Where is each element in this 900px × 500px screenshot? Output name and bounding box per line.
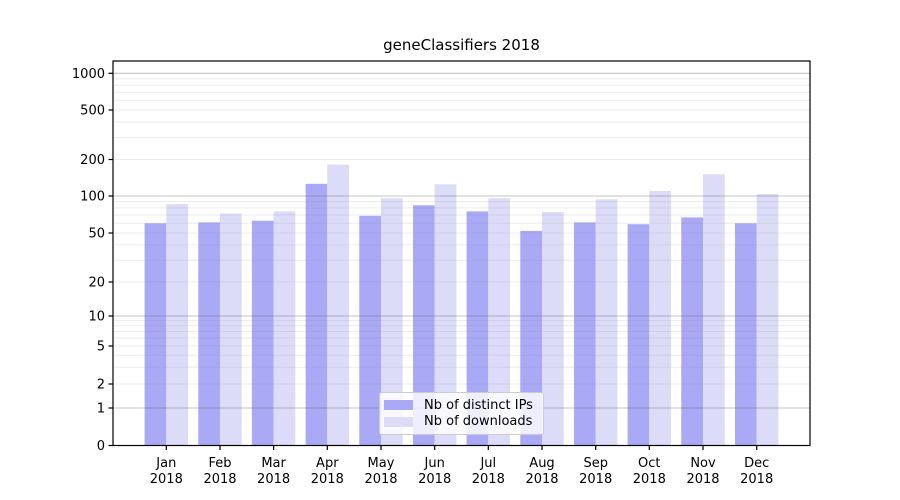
plot-border — [112, 60, 811, 447]
y-axis: 0 1 2 5 10 20 50 100 200 500 1000 — [72, 67, 113, 454]
bar-downloads-dec — [756, 193, 779, 446]
legend: Nb of distinct IPs Nb of downloads — [379, 392, 544, 435]
x-tick-label: Oct 2018 — [633, 456, 666, 487]
y-tick-label: 10 — [88, 310, 105, 325]
bar-distinct-ips-jun — [413, 205, 435, 446]
x-tick-label: Mar 2018 — [257, 456, 290, 487]
legend-swatch-distinct-ips — [384, 400, 413, 411]
x-tick-label: Apr 2018 — [311, 456, 344, 487]
bar-downloads-may — [381, 198, 403, 446]
x-tick-label: Feb 2018 — [203, 456, 236, 487]
bar-downloads-nov — [703, 174, 725, 446]
bar-downloads-mar — [273, 211, 296, 446]
bar-downloads-aug — [542, 212, 564, 446]
bar-distinct-ips-sep — [574, 222, 596, 446]
x-tick-label: Jan 2018 — [150, 456, 183, 487]
legend-swatch-downloads — [384, 416, 413, 427]
bar-distinct-ips-feb — [198, 222, 220, 446]
bar-distinct-ips-aug — [520, 230, 542, 446]
bars-group — [144, 164, 779, 446]
bar-downloads-jul — [488, 198, 510, 446]
x-tick-label: Jun 2018 — [418, 456, 451, 487]
x-tick-label: May 2018 — [364, 456, 397, 487]
y-tick-label: 5 — [97, 340, 105, 355]
legend-item-downloads: Nb of downloads — [384, 414, 537, 431]
bar-distinct-ips-mar — [251, 220, 274, 446]
x-tick-label: Jul 2018 — [472, 456, 505, 487]
bar-distinct-ips-dec — [735, 223, 757, 446]
legend-item-distinct-ips: Nb of distinct IPs — [384, 397, 537, 414]
y-tick-label: 20 — [88, 276, 105, 291]
x-axis: Jan 2018 Feb 2018 Mar 2018 Apr 2018 May 2018 Jun 20… — [150, 445, 773, 487]
x-tick-label: Aug 2018 — [525, 456, 558, 487]
bar-distinct-ips-nov — [681, 217, 703, 446]
bar-downloads-jan — [166, 204, 188, 446]
legend-label-downloads: Nb of downloads — [424, 414, 533, 430]
bar-distinct-ips-apr — [305, 183, 328, 446]
bar-distinct-ips-jul — [466, 211, 489, 446]
y-tick-label: 1 — [97, 402, 105, 417]
legend-label-distinct-ips: Nb of distinct IPs — [424, 397, 533, 413]
bar-downloads-sep — [595, 199, 618, 446]
y-tick-label: 100 — [80, 190, 105, 205]
bar-downloads-oct — [649, 191, 671, 446]
y-gridlines — [113, 72, 810, 409]
bar-downloads-apr — [327, 164, 349, 446]
bar-distinct-ips-oct — [627, 224, 650, 446]
y-tick-label: 2 — [97, 378, 105, 393]
x-tick-label: Dec 2018 — [740, 456, 773, 487]
y-tick-label: 500 — [80, 104, 105, 119]
y-tick-label: 200 — [80, 153, 105, 168]
bar-distinct-ips-may — [359, 215, 381, 446]
y-tick-label: 1000 — [72, 67, 105, 82]
x-tick-label: Nov 2018 — [686, 456, 719, 487]
x-tick-label: Sep 2018 — [579, 456, 612, 487]
y-tick-label: 50 — [88, 227, 105, 242]
y-tick-label: 0 — [97, 439, 105, 454]
bar-downloads-feb — [220, 213, 242, 446]
bar-downloads-jun — [434, 184, 457, 446]
bar-distinct-ips-jan — [144, 223, 167, 446]
